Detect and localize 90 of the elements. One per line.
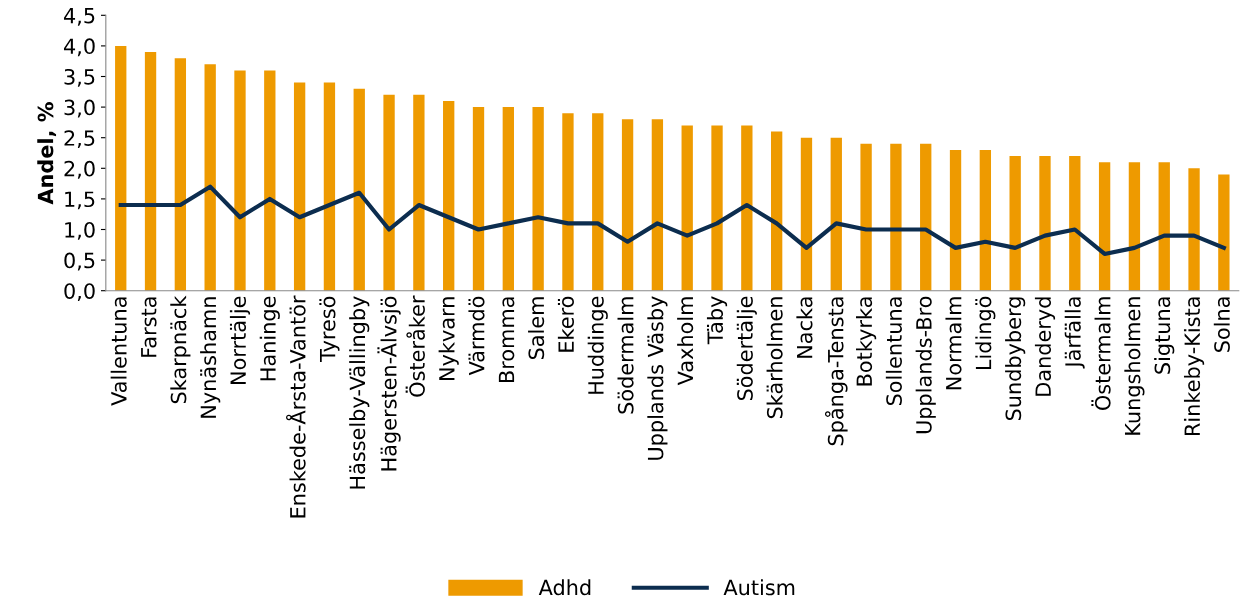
bar bbox=[651, 119, 664, 291]
x-tick-label: Järfälla bbox=[1064, 297, 1085, 369]
x-tick-label: Enskede-Årsta-Vantör bbox=[286, 295, 306, 518]
x-tick-label: Bromma bbox=[498, 297, 515, 383]
bar bbox=[472, 107, 485, 291]
bar bbox=[264, 70, 276, 291]
bar bbox=[1128, 162, 1141, 291]
x-tick-label: Östermalm bbox=[1091, 297, 1111, 410]
bar bbox=[1188, 168, 1200, 291]
x-tick-label: Danderyd bbox=[1034, 297, 1056, 396]
x-tick-label: Hägersten-Älvsjö bbox=[377, 296, 401, 471]
x-tick-label: Spånga-Tensta bbox=[824, 297, 848, 446]
y-tick-label: 3,5 bbox=[64, 68, 95, 87]
bar bbox=[890, 143, 902, 291]
bar bbox=[204, 64, 216, 291]
bar bbox=[949, 149, 962, 291]
x-tick-label: Nynäshamn bbox=[200, 297, 221, 418]
bar bbox=[770, 131, 783, 291]
bar bbox=[293, 82, 306, 291]
x-tick-label: Normalm bbox=[945, 297, 962, 390]
x-tick-label: Kungsholmen bbox=[1124, 297, 1145, 435]
x-tick-label: Norrtälje bbox=[229, 296, 251, 384]
bar bbox=[830, 137, 842, 291]
bar bbox=[144, 52, 157, 291]
line-series bbox=[118, 184, 1226, 257]
x-tick-label: Skärholmen bbox=[766, 297, 783, 419]
bar bbox=[1069, 156, 1081, 291]
x-tick-label: Farsta bbox=[141, 297, 157, 357]
x-tick-label: Österåker bbox=[405, 295, 425, 397]
x-tick-label: Botkyrka bbox=[856, 297, 877, 386]
x-tick-label: Hässelby-Vällingby bbox=[349, 296, 370, 489]
y-tick-label: 0,5 bbox=[64, 252, 95, 271]
y-tick-label: 1,5 bbox=[65, 191, 95, 210]
x-tick-label: Södermalm bbox=[617, 297, 634, 414]
bar bbox=[681, 125, 693, 291]
bar bbox=[592, 113, 604, 291]
bar bbox=[1039, 156, 1051, 291]
bar bbox=[711, 125, 723, 291]
x-tick-label: Haninge bbox=[259, 296, 280, 381]
x-tick-label: Täby bbox=[706, 296, 728, 345]
bar bbox=[741, 125, 753, 291]
x-tick-label: Solna bbox=[1213, 297, 1230, 352]
bar bbox=[413, 94, 425, 291]
bar bbox=[1098, 162, 1111, 291]
x-tick-label: Upplands-Bro bbox=[915, 296, 936, 434]
x-tick-label: Sundbyberg bbox=[1005, 297, 1026, 421]
bar bbox=[502, 107, 514, 291]
x-tick-label: Salem bbox=[528, 297, 545, 360]
y-tick-label: 4,0 bbox=[63, 38, 95, 57]
bar bbox=[443, 100, 455, 291]
x-tick-label: Sigtuna bbox=[1154, 297, 1175, 374]
x-tick-label: Södertälje bbox=[736, 296, 757, 401]
legend-label: Adhd bbox=[538, 579, 591, 596]
x-tick-label: Skarpnäck bbox=[170, 295, 191, 404]
x-tick-label: Värmdö bbox=[468, 296, 485, 376]
y-axis-title: Andel, % bbox=[37, 102, 57, 205]
bar bbox=[323, 82, 336, 291]
x-tick-label: Lidingö bbox=[975, 296, 996, 370]
x-tick-label: Rinkeby-Kista bbox=[1183, 297, 1205, 436]
bar bbox=[1218, 174, 1230, 291]
x-tick-label: Ekerö bbox=[557, 296, 574, 352]
bar bbox=[860, 143, 872, 291]
bar bbox=[562, 113, 574, 291]
y-tick-label: 3,0 bbox=[64, 99, 95, 118]
bar bbox=[234, 70, 246, 291]
bar bbox=[1009, 156, 1021, 291]
y-tick-label: 0,0 bbox=[64, 283, 95, 302]
legend-label: Autism bbox=[723, 579, 795, 596]
bar bbox=[383, 94, 395, 291]
x-tick-label: Vaxholm bbox=[677, 297, 694, 386]
bar bbox=[1158, 162, 1170, 291]
x-tick-label: Nykvarn bbox=[438, 297, 459, 380]
bar bbox=[115, 45, 127, 291]
x-tick-label: Tyresö bbox=[319, 296, 340, 362]
y-tick-label: 2,0 bbox=[64, 160, 95, 179]
bar bbox=[353, 88, 365, 291]
bar bbox=[621, 119, 634, 291]
x-tick-label: Nacka bbox=[796, 297, 813, 358]
y-tick-label: 4,5 bbox=[63, 8, 95, 26]
bar bbox=[532, 107, 544, 291]
bar bbox=[920, 143, 932, 291]
bar bbox=[174, 58, 187, 291]
y-tick-label: 2,5 bbox=[64, 130, 95, 149]
bar bbox=[800, 137, 813, 291]
x-tick-label: Huddinge bbox=[587, 296, 608, 394]
x-tick-label: Vallentuna bbox=[110, 297, 127, 406]
x-tick-label: Upplands Väsby bbox=[647, 296, 668, 460]
bar bbox=[979, 149, 992, 291]
y-tick-label: 1,0 bbox=[65, 221, 95, 240]
x-tick-label: Sollentuna bbox=[885, 297, 902, 406]
